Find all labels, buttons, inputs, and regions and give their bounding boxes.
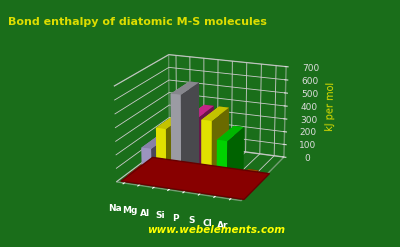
Text: Bond enthalpy of diatomic M-S molecules: Bond enthalpy of diatomic M-S molecules — [8, 17, 267, 27]
Text: www.webelements.com: www.webelements.com — [147, 226, 285, 235]
